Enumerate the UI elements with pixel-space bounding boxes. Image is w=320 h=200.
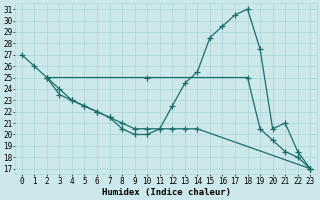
X-axis label: Humidex (Indice chaleur): Humidex (Indice chaleur)	[101, 188, 230, 197]
